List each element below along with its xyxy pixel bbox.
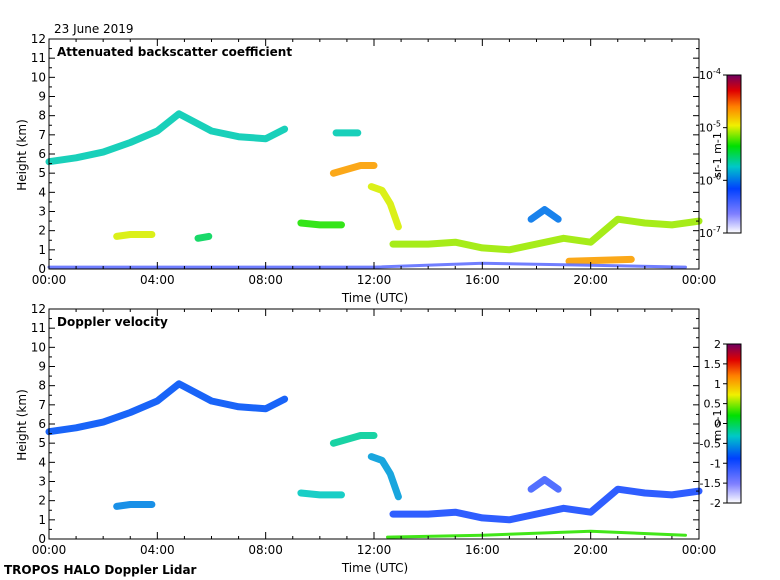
- backscatter-ytick-label: 4: [38, 185, 46, 199]
- backscatter-colorbar: 10-4 10-5 10-6 10-7: [699, 67, 742, 240]
- backscatter-title: Attenuated backscatter coefficient: [57, 45, 292, 59]
- backscatter-colorbar-tick-label: 10-6: [699, 172, 721, 187]
- backscatter-ytick-label: 2: [38, 224, 46, 238]
- backscatter-ytick-label: 3: [38, 205, 46, 219]
- backscatter-colorbar-tick-label: 10-4: [699, 67, 721, 82]
- backscatter-feature-8: [527, 206, 562, 223]
- velocity-ytick-label: 1: [38, 513, 46, 527]
- velocity-xtick-label: 04:00: [140, 543, 175, 557]
- backscatter-ytick-label: 11: [31, 51, 46, 65]
- velocity-colorbar-tick-label: -2: [710, 497, 721, 510]
- velocity-colorbar-tick-label: 1.5: [704, 358, 722, 371]
- backscatter-ytick-label: 12: [31, 32, 46, 46]
- velocity-title: Doppler velocity: [57, 315, 168, 329]
- velocity-xtick-label: 20:00: [573, 543, 608, 557]
- backscatter-feature-7: [389, 215, 703, 254]
- backscatter-feature-10: [47, 261, 687, 269]
- backscatter-ylabel: Height (km): [15, 119, 29, 190]
- velocity-feature-1: [113, 501, 156, 510]
- velocity-ytick-label: 8: [38, 379, 46, 393]
- backscatter-ytick-label: 1: [38, 243, 46, 257]
- backscatter-colorbar-tick-label: 10-5: [699, 120, 721, 135]
- backscatter-xtick-label: 00:00: [682, 273, 717, 287]
- backscatter-feature-2: [194, 232, 213, 242]
- backscatter-ytick-label: 6: [38, 147, 46, 161]
- velocity-ytick-label: 7: [38, 398, 46, 412]
- backscatter-feature-4: [329, 162, 378, 177]
- backscatter-ytick-label: 7: [38, 128, 46, 142]
- backscatter-xtick-label: 12:00: [357, 273, 392, 287]
- velocity-ytick-label: 0: [38, 532, 46, 546]
- backscatter-xtick-label: 20:00: [573, 273, 608, 287]
- velocity-ytick-label: 2: [38, 494, 46, 508]
- velocity-ytick-label: 11: [31, 321, 46, 335]
- velocity-colorbar-tick-label: -1: [710, 457, 721, 470]
- backscatter-feature-1: [113, 231, 156, 240]
- velocity-xtick-label: 12:00: [357, 543, 392, 557]
- velocity-ytick-label: 9: [38, 360, 46, 374]
- backscatter-xtick-label: 08:00: [248, 273, 283, 287]
- backscatter-xtick-label: 00:00: [32, 273, 67, 287]
- velocity-feature-7: [386, 529, 687, 539]
- backscatter-features: [45, 110, 703, 269]
- velocity-colorbar-tick-label: 0: [714, 418, 721, 431]
- footer-label: TROPOS HALO Doppler Lidar: [4, 563, 197, 577]
- velocity-ylabel: Height (km): [15, 389, 29, 460]
- backscatter-ytick-label: 10: [31, 70, 46, 84]
- backscatter-ytick-label: 5: [38, 166, 46, 180]
- backscatter-feature-9: [565, 255, 635, 265]
- velocity-xlabel: Time (UTC): [341, 561, 408, 575]
- velocity-ytick-label: 5: [38, 436, 46, 450]
- backscatter-ytick-label: 8: [38, 109, 46, 123]
- velocity-ytick-label: 10: [31, 340, 46, 354]
- velocity-colorbar-tick-label: 1: [714, 378, 721, 391]
- backscatter-colorbar-ramp: [726, 74, 742, 234]
- velocity-xtick-label: 08:00: [248, 543, 283, 557]
- velocity-xtick-label: 00:00: [682, 543, 717, 557]
- velocity-ytick-label: 6: [38, 417, 46, 431]
- velocity-colorbar-label: m s-1: [711, 410, 724, 441]
- velocity-feature-4: [367, 453, 402, 501]
- velocity-ytick-label: 12: [31, 302, 46, 316]
- velocity-feature-6: [527, 476, 562, 493]
- velocity-ytick-label: 3: [38, 475, 46, 489]
- velocity-feature-3: [329, 432, 378, 447]
- velocity-features: [45, 380, 703, 539]
- backscatter-xtick-label: 16:00: [465, 273, 500, 287]
- backscatter-ytick-label: 9: [38, 90, 46, 104]
- velocity-feature-2: [297, 489, 345, 499]
- velocity-xtick-label: 00:00: [32, 543, 67, 557]
- velocity-colorbar-tick-label: 0.5: [704, 398, 722, 411]
- backscatter-xlabel: Time (UTC): [341, 291, 408, 305]
- velocity-colorbar-tick-label: 2: [714, 338, 721, 351]
- backscatter-ytick-label: 0: [38, 262, 46, 276]
- velocity-colorbar-tick-label: -1.5: [700, 477, 721, 490]
- backscatter-colorbar-label: sr-1 m-1: [711, 132, 724, 178]
- velocity-feature-0: [45, 380, 289, 436]
- velocity-ytick-label: 4: [38, 455, 46, 469]
- velocity-colorbar-ramp: [726, 343, 742, 504]
- velocity-colorbar-tick-label: -0.5: [700, 437, 721, 450]
- velocity-xtick-label: 16:00: [465, 543, 500, 557]
- backscatter-feature-3: [297, 219, 345, 229]
- velocity-colorbar: 2 1.5 1 0.5 0 -0.5 -1 -1.5 -2: [700, 338, 742, 510]
- velocity-feature-5: [389, 485, 703, 524]
- backscatter-feature-0: [45, 110, 289, 166]
- backscatter-colorbar-tick-label: 10-7: [699, 225, 721, 240]
- backscatter-feature-6: [367, 183, 402, 231]
- date-label: 23 June 2019: [54, 22, 134, 36]
- backscatter-xtick-label: 04:00: [140, 273, 175, 287]
